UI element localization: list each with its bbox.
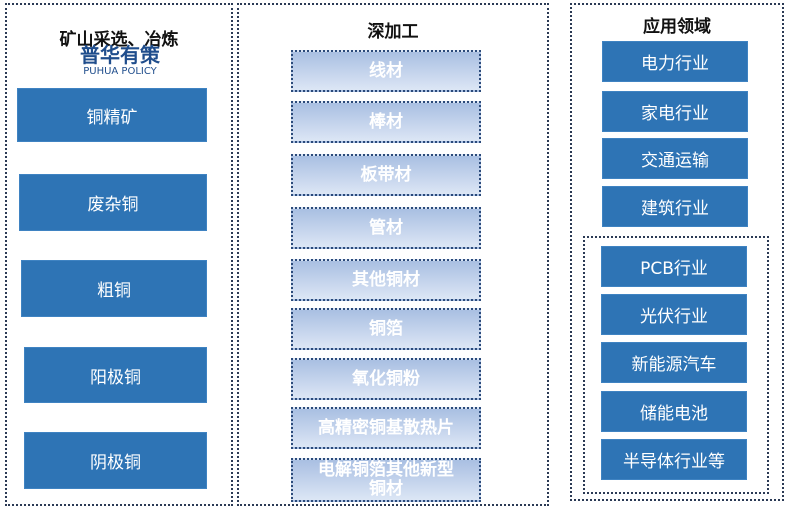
mining-item: 废杂铜 xyxy=(19,174,207,231)
application-item: 建筑行业 xyxy=(602,186,748,227)
watermark-en: PUHUA POLICY xyxy=(83,66,157,77)
processing-item: 高精密铜基散热片 xyxy=(291,407,481,449)
watermark-logo: 普华有策 PUHUA POLICY xyxy=(70,44,170,78)
watermark-cn: 普华有策 xyxy=(80,43,160,67)
processing-item: 线材 xyxy=(291,50,481,92)
application-item: 电力行业 xyxy=(602,41,748,82)
processing-item: 电解铜箔其他新型铜材 xyxy=(291,458,481,502)
processing-panel: 深加工 线材 棒材 板带材 管材 其他铜材 铜箔 氧化铜粉 高精密铜基散热片 电… xyxy=(237,3,549,506)
emerging-item: 储能电池 xyxy=(601,391,747,432)
application-panel: 应用领域 电力行业 家电行业 交通运输 建筑行业 PCB行业 光伏行业 新能源汽… xyxy=(570,3,784,501)
emerging-item: PCB行业 xyxy=(601,246,747,287)
processing-item: 其他铜材 xyxy=(291,259,481,301)
mining-title: 矿山采选、冶炼 xyxy=(59,30,179,50)
mining-panel: 矿山采选、冶炼 铜精矿 废杂铜 粗铜 阳极铜 阴极铜 xyxy=(5,3,233,506)
application-title: 应用领域 xyxy=(643,17,711,37)
mining-item: 阴极铜 xyxy=(24,432,207,489)
emerging-item: 新能源汽车 xyxy=(601,342,747,383)
mining-item: 粗铜 xyxy=(21,260,207,317)
processing-item: 管材 xyxy=(291,207,481,249)
processing-item: 板带材 xyxy=(291,154,481,196)
mining-item: 阳极铜 xyxy=(24,347,207,403)
processing-item: 氧化铜粉 xyxy=(291,358,481,400)
application-item: 家电行业 xyxy=(602,91,748,132)
processing-item: 棒材 xyxy=(291,101,481,143)
application-item: 交通运输 xyxy=(602,138,748,179)
mining-item: 铜精矿 xyxy=(17,88,207,142)
processing-title: 深加工 xyxy=(367,22,419,42)
emerging-item: 半导体行业等 xyxy=(601,439,747,480)
emerging-group: PCB行业 光伏行业 新能源汽车 储能电池 半导体行业等 xyxy=(583,236,769,494)
processing-item: 铜箔 xyxy=(291,308,481,350)
emerging-item: 光伏行业 xyxy=(601,294,747,335)
